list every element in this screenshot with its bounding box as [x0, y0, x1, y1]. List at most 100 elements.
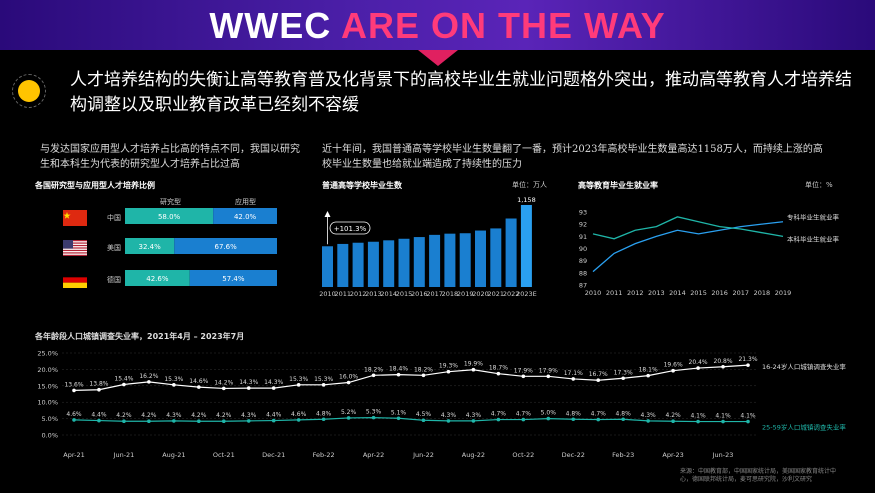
ratio-bar-research: [125, 270, 190, 286]
unemployment-x-tick: Dec-22: [562, 451, 585, 459]
banner-title-highlight: ARE ON THE WAY: [340, 5, 666, 46]
unemployment-point-label: 5.3%: [366, 409, 382, 416]
graduates-bar: [413, 237, 425, 287]
employment-x-tick: 2016: [711, 289, 728, 297]
graduates-bar: [337, 243, 349, 287]
unemployment-point-label: 5.1%: [391, 409, 407, 416]
employment-series-line: [592, 216, 784, 240]
unemployment-point: [671, 368, 675, 373]
employment-x-tick: 2017: [733, 289, 750, 297]
unemployment-point: [621, 376, 625, 381]
employment-y-tick: 89: [579, 257, 587, 265]
header-banner: WWEC ARE ON THE WAY: [0, 0, 875, 50]
unemployment-point: [471, 367, 476, 372]
graduates-chart-unit: 单位：万人: [512, 181, 547, 189]
unemployment-x-tick: Dec-21: [262, 451, 285, 459]
unemployment-point: [122, 382, 126, 387]
unemployment-point: [97, 387, 101, 392]
unemployment-x-tick: Oct-21: [213, 451, 235, 459]
unemployment-y-tick: 5.0%: [41, 415, 58, 423]
unemployment-point: [421, 418, 426, 423]
ratio-chart: 58.0% 42.0% 32.4% 67.6% 42.6% 57.4%: [125, 208, 277, 286]
graduates-x-tick: 2014: [380, 290, 397, 298]
ratio-label-applied: 57.4%: [222, 275, 245, 283]
unemployment-point-label: 18.7%: [489, 365, 508, 372]
unemployment-chart: 25.0% 20.0% 15.0% 10.0% 5.0% 0.0% Apr-21 Jun-21…: [37, 350, 846, 460]
employment-y-tick: 92: [579, 221, 587, 229]
banner-title: WWEC ARE ON THE WAY: [0, 5, 875, 47]
graduates-x-tick: 2019: [457, 290, 474, 298]
bullet-dot-icon: [18, 80, 40, 102]
ratio-chart-title: 各国研究型与应用型人才培养比例: [35, 181, 155, 190]
source-note: 来源：中国教育部，中国国家统计局，美国国家教育统计中心，德国联邦统计局，麦可思研…: [680, 468, 837, 483]
unemployment-point-label: 4.6%: [66, 411, 82, 418]
banner-notch: [418, 50, 458, 66]
unemployment-point-label: 13.6%: [64, 381, 83, 388]
graduates-bar: [367, 241, 379, 287]
unemployment-point-label: 4.2%: [116, 412, 132, 419]
unemployment-point: [271, 386, 276, 390]
unemployment-x-tick: Aug-22: [462, 451, 485, 459]
unemployment-point-label: 4.6%: [291, 411, 307, 418]
unemployment-x-tick: Apr-22: [363, 451, 384, 459]
unemployment-point: [296, 418, 301, 422]
ratio-label-research: 58.0%: [158, 213, 181, 221]
unemployment-point-label: 13.8%: [89, 381, 108, 388]
unemployment-point: [371, 415, 376, 420]
unemployment-point-label: 20.4%: [689, 359, 708, 366]
graduates-bar: [505, 218, 517, 287]
unemployment-point: [571, 377, 576, 381]
unemployment-point: [746, 419, 750, 424]
ratio-label-applied: 42.0%: [234, 213, 257, 221]
unemployment-point: [621, 417, 625, 422]
unemployment-point: [446, 419, 451, 423]
unemployment-point-label: 4.8%: [316, 410, 332, 417]
unemployment-chart-title: 各年龄段人口城镇调查失业率，2021年4月 – 2023年7月: [35, 332, 245, 341]
unemployment-point: [746, 363, 750, 367]
unemployment-point-label: 18.2%: [414, 366, 433, 373]
unemployment-x-tick: Feb-23: [612, 451, 634, 459]
unemployment-point: [496, 371, 501, 376]
graduates-x-tick: 2023E: [516, 290, 537, 298]
growth-annotation: +101.3%: [334, 225, 367, 233]
graduates-bar: [520, 204, 532, 287]
unemployment-point-label: 17.9%: [539, 367, 558, 374]
graduates-bar: [429, 234, 441, 287]
ratio-bar-applied: [174, 238, 277, 254]
unemployment-point: [246, 386, 251, 390]
unemployment-point: [197, 385, 201, 389]
unemployment-point-label: 4.2%: [216, 412, 232, 419]
unemployment-point-label: 4.7%: [516, 411, 532, 418]
unemployment-point-label: 4.4%: [91, 412, 107, 419]
unemployment-point-label: 16.7%: [589, 371, 608, 378]
unemployment-point: [371, 373, 376, 378]
unemployment-y-tick: 0.0%: [41, 432, 58, 440]
unemployment-point-label: 16.2%: [139, 373, 158, 380]
growth-arrow-icon: [324, 211, 331, 217]
employment-x-tick: 2012: [627, 289, 644, 297]
unemployment-point: [246, 419, 251, 423]
unemployment-point-label: 4.3%: [641, 412, 657, 419]
employment-series-line: [592, 221, 784, 273]
unemployment-point-label: 4.8%: [616, 410, 632, 417]
unemployment-point-label: 15.3%: [289, 376, 308, 383]
unemployment-point: [546, 416, 551, 421]
graduates-bar: [383, 240, 395, 287]
unemployment-point-label: 4.3%: [241, 412, 257, 419]
unemployment-point: [97, 418, 101, 423]
unemployment-point-label: 14.2%: [214, 379, 233, 386]
graduates-bar: [398, 238, 410, 287]
employment-y-tick: 93: [579, 209, 587, 217]
unemployment-point-label: 5.0%: [541, 410, 557, 417]
unemployment-series-line: [73, 364, 749, 391]
unemployment-point: [596, 417, 601, 422]
employment-x-tick: 2010: [585, 289, 602, 297]
employment-series-label: 专科毕业生就业率: [787, 213, 840, 222]
unemployment-point: [197, 419, 201, 424]
unemployment-point-label: 14.3%: [239, 379, 258, 386]
ratio-bar-research: [125, 238, 175, 254]
unemployment-point-label: 17.1%: [564, 370, 583, 377]
ratio-bar-applied: [189, 270, 277, 286]
banner-title-prefix: WWEC: [209, 5, 341, 46]
